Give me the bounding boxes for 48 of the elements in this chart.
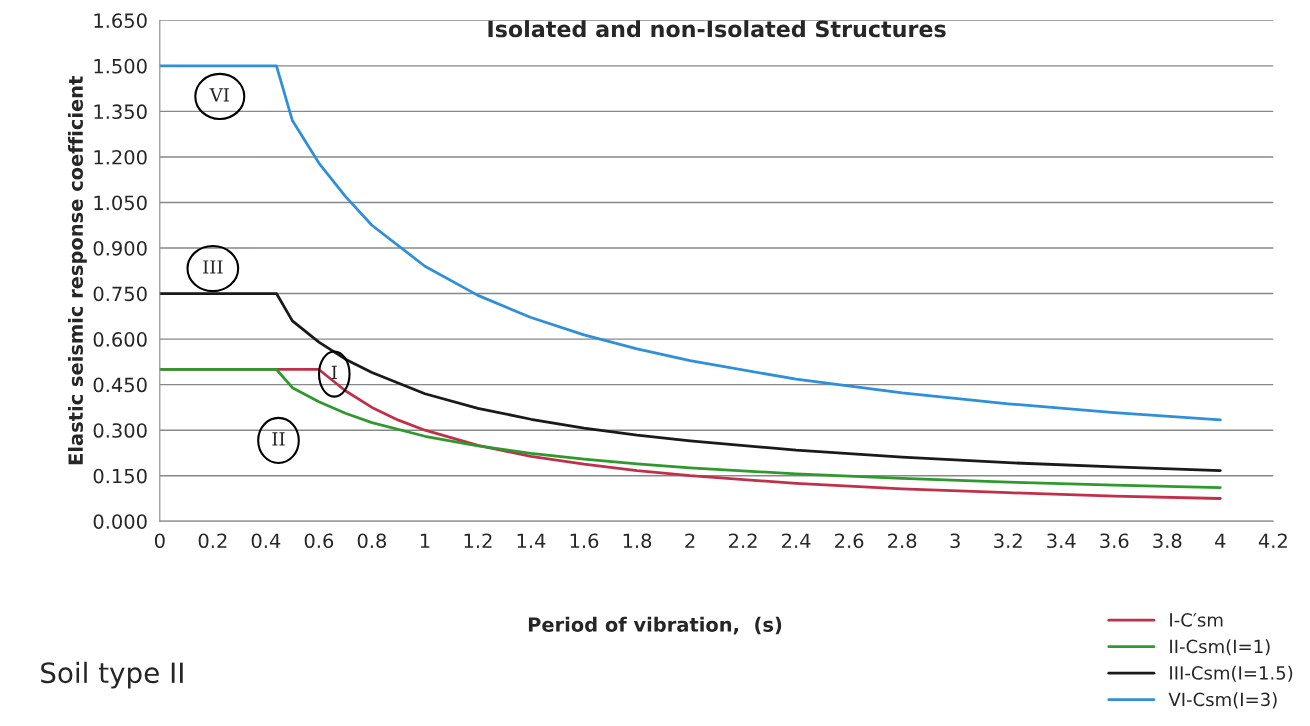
y-axis-title: Elastic seismic response coefficient — [67, 76, 87, 465]
x-tick-label: 2.4 — [782, 533, 811, 548]
annotation: III — [203, 260, 223, 274]
y-tick-label: 1.350 — [94, 104, 147, 120]
x-tick-label: 3.4 — [1047, 533, 1076, 549]
x-tick-label: 0.8 — [357, 533, 387, 549]
legend-label: II-Csm(I=1) — [1170, 639, 1270, 656]
line-series — [159, 292, 1222, 472]
x-tick-label: 0.4 — [251, 533, 281, 549]
annotation: VI — [209, 88, 229, 102]
x-tick-label: 1.8 — [623, 533, 652, 549]
x-tick-label: 3 — [950, 533, 960, 549]
y-tick-label: 1.650 — [94, 13, 147, 28]
x-axis-title: Period of vibration, (s) — [528, 616, 782, 635]
x-tick-label: 1.6 — [570, 533, 599, 549]
y-tick-label: 0.750 — [93, 286, 147, 302]
y-tick-label: 1.050 — [94, 195, 147, 211]
x-tick-label: 0 — [154, 533, 165, 549]
annotation: II — [272, 432, 285, 446]
line-series — [159, 64, 1222, 422]
x-tick-label: 0.6 — [304, 533, 334, 549]
y-tick-label: 0.900 — [93, 240, 147, 256]
y-tick-label: 1.200 — [94, 149, 147, 165]
x-tick-label: 4.2 — [1258, 533, 1287, 548]
x-tick-label: 2.2 — [729, 533, 757, 548]
y-tick-label: 0.150 — [93, 468, 147, 484]
y-tick-label: 0.600 — [93, 332, 147, 347]
x-tick-label: 1.2 — [464, 533, 492, 548]
y-tick-label: 0.000 — [93, 514, 147, 529]
text: Soil type II — [41, 661, 183, 689]
legend-label: III-Csm(I=1.5) — [1170, 665, 1293, 682]
x-tick-label: 3.2 — [994, 533, 1022, 549]
legend-label: VI-Csm(I=3) — [1168, 692, 1277, 709]
legend-label: I-C′sm — [1170, 613, 1223, 627]
x-tick-label: 1.4 — [517, 533, 546, 548]
annotation: I — [331, 365, 337, 380]
x-tick-label: 1 — [420, 533, 430, 548]
x-tick-label: 2 — [685, 533, 695, 548]
y-tick-label: 0.300 — [93, 423, 147, 438]
x-tick-label: 2.8 — [888, 533, 917, 549]
y-tick-label: 1.500 — [94, 58, 147, 74]
x-tick-label: 3.8 — [1153, 533, 1182, 549]
x-tick-label: 4 — [1215, 533, 1226, 548]
y-tick-label: 0.450 — [93, 377, 147, 393]
x-tick-label: 2.6 — [835, 533, 864, 549]
x-tick-label: 0.2 — [198, 533, 227, 549]
x-tick-label: 3.6 — [1100, 533, 1129, 549]
chart-title: Isolated and non-Isolated Structures — [488, 20, 946, 38]
